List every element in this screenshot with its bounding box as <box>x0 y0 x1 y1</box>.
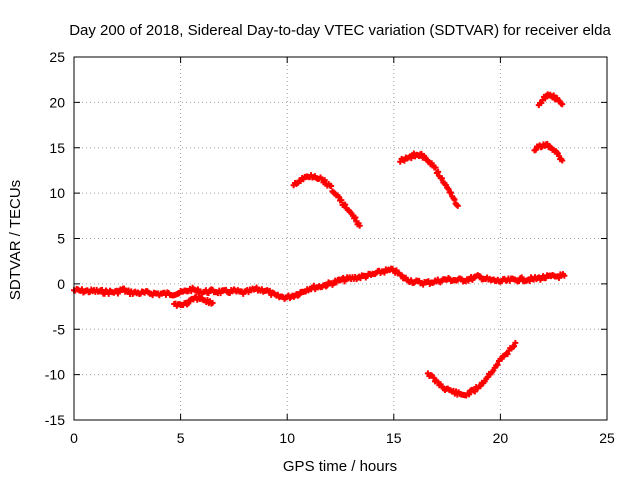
data-point <box>466 391 473 398</box>
data-point <box>398 272 405 279</box>
x-tick-label: 20 <box>493 430 509 446</box>
data-point <box>550 92 557 99</box>
data-point <box>454 202 461 209</box>
data-point <box>512 339 519 346</box>
series-arc-21.5-23 <box>531 140 566 164</box>
data-point <box>561 272 568 279</box>
data-point <box>445 185 452 192</box>
y-tick-label: 10 <box>49 185 65 201</box>
data-point <box>477 383 484 390</box>
data-point <box>342 201 349 208</box>
data-point <box>447 189 454 196</box>
data-point <box>511 343 518 350</box>
data-point <box>559 101 566 108</box>
chart-title: Day 200 of 2018, Sidereal Day-to-day VTE… <box>69 22 611 39</box>
x-tick-label: 10 <box>279 430 295 446</box>
x-tick-label: 25 <box>599 430 615 446</box>
y-tick-label: -5 <box>53 321 66 337</box>
data-point <box>451 196 458 203</box>
data-point <box>432 164 439 171</box>
y-tick-label: 15 <box>49 140 65 156</box>
data-marks <box>71 91 568 399</box>
data-point <box>328 182 335 189</box>
y-axis-label: SDTVAR / TECUs <box>7 180 24 300</box>
x-tick-label: 0 <box>70 430 78 446</box>
data-point <box>556 153 563 160</box>
data-point <box>352 214 359 221</box>
data-point <box>471 388 478 395</box>
axis-ticks: 0 5 10 15 20 25 -15 -10 -5 0 5 10 15 20 25 <box>45 49 615 446</box>
data-point <box>494 361 501 368</box>
y-tick-label: 20 <box>49 94 65 110</box>
y-tick-label: 5 <box>57 231 65 247</box>
series-arc-10-13 <box>290 172 363 229</box>
data-point <box>435 168 442 175</box>
x-tick-label: 15 <box>386 430 402 446</box>
data-point <box>335 193 342 200</box>
series-dip-5-6.5 <box>171 293 216 309</box>
data-point <box>532 146 539 153</box>
series-arc-15-18 <box>397 150 461 209</box>
data-point <box>559 157 566 164</box>
data-point <box>504 351 511 358</box>
data-point <box>518 274 525 281</box>
data-point <box>438 175 445 182</box>
data-point <box>209 299 216 306</box>
series-baseline <box>71 265 568 302</box>
series-arc-21.8-23 <box>535 91 566 109</box>
y-tick-label: -15 <box>45 412 65 428</box>
data-point <box>338 197 345 204</box>
data-point <box>393 267 400 274</box>
y-tick-label: 0 <box>57 276 65 292</box>
y-tick-label: -10 <box>45 367 65 383</box>
data-point <box>356 222 363 229</box>
y-tick-label: 25 <box>49 49 65 65</box>
x-axis-label: GPS time / hours <box>283 458 397 475</box>
data-point <box>321 177 328 184</box>
x-tick-label: 5 <box>177 430 185 446</box>
series-trough-17-21 <box>424 339 519 399</box>
